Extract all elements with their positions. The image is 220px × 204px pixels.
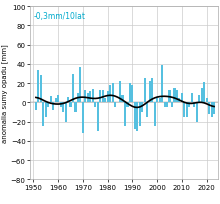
Bar: [139, 103, 141, 127]
Bar: [62, 103, 64, 112]
Bar: [99, 90, 101, 103]
Bar: [52, 103, 54, 111]
Bar: [129, 84, 131, 103]
Text: -0,3mm/10lat: -0,3mm/10lat: [33, 12, 85, 21]
Bar: [154, 103, 156, 127]
Bar: [94, 103, 96, 108]
Bar: [112, 84, 114, 103]
Bar: [50, 96, 52, 103]
Bar: [203, 83, 205, 103]
Bar: [176, 90, 178, 103]
Bar: [107, 91, 109, 103]
Bar: [149, 82, 151, 103]
Bar: [64, 103, 67, 122]
Y-axis label: anomalia sumy opadu [mm]: anomalia sumy opadu [mm]: [1, 44, 8, 142]
Bar: [60, 103, 62, 108]
Bar: [171, 103, 173, 108]
Bar: [211, 103, 213, 117]
Bar: [70, 103, 72, 108]
Bar: [146, 103, 148, 117]
Bar: [109, 86, 111, 103]
Bar: [183, 103, 185, 117]
Bar: [206, 98, 208, 103]
Bar: [136, 103, 138, 132]
Bar: [82, 103, 84, 134]
Bar: [126, 103, 128, 108]
Bar: [72, 74, 74, 103]
Bar: [151, 79, 153, 103]
Bar: [74, 103, 77, 112]
Bar: [67, 97, 69, 103]
Bar: [102, 90, 104, 103]
Bar: [87, 93, 89, 103]
Bar: [79, 68, 81, 103]
Bar: [196, 103, 198, 122]
Bar: [198, 95, 200, 103]
Bar: [131, 86, 134, 103]
Bar: [40, 76, 42, 103]
Bar: [208, 103, 210, 114]
Bar: [144, 79, 146, 103]
Bar: [181, 93, 183, 103]
Bar: [173, 89, 176, 103]
Bar: [156, 98, 158, 103]
Bar: [201, 89, 203, 103]
Bar: [193, 103, 195, 108]
Bar: [163, 103, 166, 108]
Bar: [57, 95, 59, 103]
Bar: [186, 103, 188, 117]
Bar: [114, 103, 116, 108]
Bar: [188, 103, 190, 108]
Bar: [169, 90, 170, 103]
Bar: [119, 82, 121, 103]
Bar: [121, 95, 124, 103]
Bar: [37, 70, 39, 103]
Bar: [124, 103, 126, 127]
Bar: [77, 93, 79, 103]
Bar: [55, 98, 57, 103]
Bar: [141, 103, 143, 112]
Bar: [191, 93, 193, 103]
Bar: [178, 98, 180, 103]
Bar: [134, 103, 136, 130]
Bar: [159, 98, 161, 103]
Bar: [89, 91, 91, 103]
Bar: [97, 103, 99, 132]
Bar: [47, 103, 49, 108]
Bar: [45, 103, 47, 117]
Bar: [84, 90, 86, 103]
Bar: [166, 103, 168, 108]
Bar: [35, 103, 37, 111]
Bar: [104, 98, 106, 103]
Bar: [213, 103, 215, 114]
Bar: [161, 65, 163, 103]
Bar: [42, 103, 44, 126]
Bar: [92, 90, 94, 103]
